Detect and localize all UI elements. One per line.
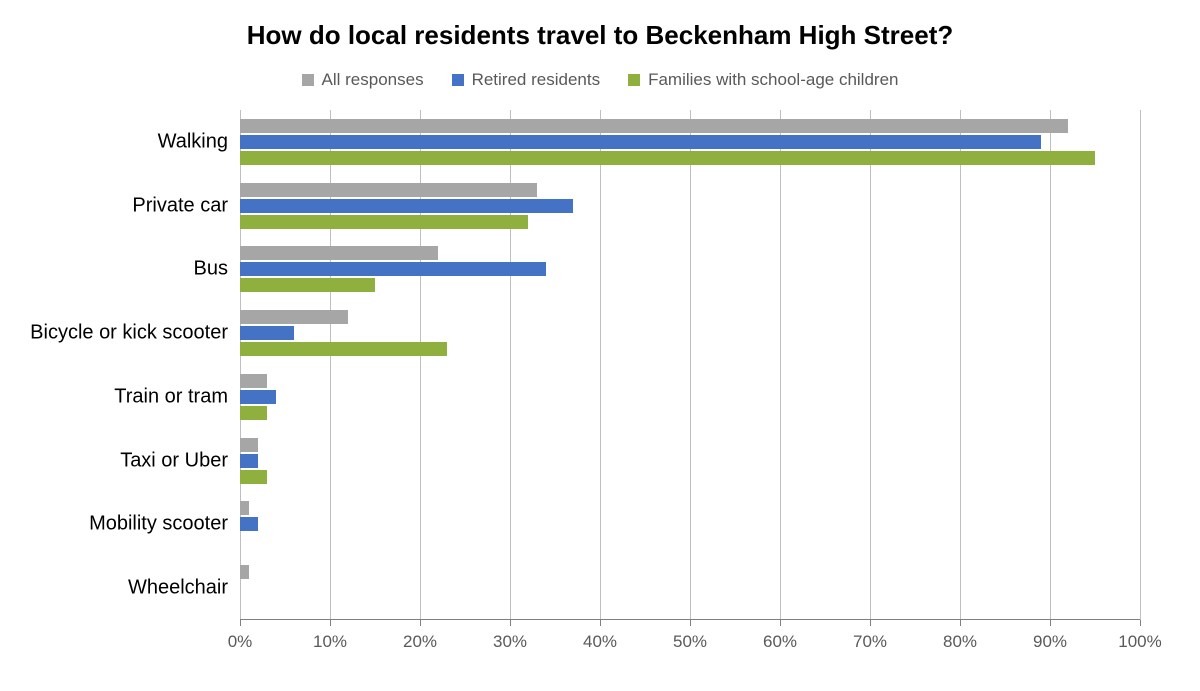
x-axis-label: 0%: [228, 632, 253, 652]
category-label: Wheelchair: [0, 577, 228, 600]
x-axis-label: 60%: [763, 632, 797, 652]
x-tick: [510, 620, 511, 626]
x-axis-label: 50%: [673, 632, 707, 652]
category-label: Bus: [0, 258, 228, 281]
bar: [240, 406, 267, 420]
bar: [240, 470, 267, 484]
legend-swatch: [452, 74, 464, 86]
bar: [240, 454, 258, 468]
x-axis-label: 20%: [403, 632, 437, 652]
bar: [240, 374, 267, 388]
bar: [240, 151, 1095, 165]
bar: [240, 310, 348, 324]
bar: [240, 326, 294, 340]
bar: [240, 246, 438, 260]
x-tick: [330, 620, 331, 626]
category-label: Train or tram: [0, 385, 228, 408]
plot-area: 0%10%20%30%40%50%60%70%80%90%100%: [240, 110, 1140, 620]
x-axis-label: 90%: [1033, 632, 1067, 652]
chart-title: How do local residents travel to Beckenh…: [0, 20, 1200, 51]
bar: [240, 215, 528, 229]
x-axis-label: 40%: [583, 632, 617, 652]
category-label: Walking: [0, 130, 228, 153]
legend-label: Retired residents: [472, 70, 601, 90]
bar: [240, 262, 546, 276]
x-axis-line: [240, 619, 1140, 620]
x-tick: [1050, 620, 1051, 626]
x-tick: [690, 620, 691, 626]
x-tick: [780, 620, 781, 626]
bar: [240, 565, 249, 579]
bar: [240, 278, 375, 292]
x-axis-label: 10%: [313, 632, 347, 652]
x-tick: [1140, 620, 1141, 626]
category-label: Bicycle or kick scooter: [0, 322, 228, 345]
gridline: [870, 110, 871, 620]
gridline: [1140, 110, 1141, 620]
category-label: Mobility scooter: [0, 513, 228, 536]
chart-legend: All responses Retired residents Families w…: [0, 70, 1200, 91]
bar: [240, 517, 258, 531]
legend-swatch: [628, 74, 640, 86]
bar: [240, 342, 447, 356]
bar: [240, 501, 249, 515]
x-tick: [960, 620, 961, 626]
x-axis-label: 30%: [493, 632, 527, 652]
gridline: [960, 110, 961, 620]
bar: [240, 119, 1068, 133]
bar: [240, 199, 573, 213]
legend-label: All responses: [322, 70, 424, 90]
legend-item: Retired residents: [452, 70, 601, 90]
gridline: [600, 110, 601, 620]
x-axis-label: 100%: [1118, 632, 1161, 652]
legend-item: All responses: [302, 70, 424, 90]
x-tick: [600, 620, 601, 626]
bar: [240, 438, 258, 452]
legend-item: Families with school-age children: [628, 70, 898, 90]
legend-label: Families with school-age children: [648, 70, 898, 90]
legend-swatch: [302, 74, 314, 86]
gridline: [690, 110, 691, 620]
x-tick: [420, 620, 421, 626]
x-axis-label: 70%: [853, 632, 887, 652]
bar: [240, 390, 276, 404]
gridline: [1050, 110, 1051, 620]
x-tick: [240, 620, 241, 626]
bar: [240, 183, 537, 197]
category-label: Taxi or Uber: [0, 449, 228, 472]
chart-container: How do local residents travel to Beckenh…: [0, 0, 1200, 691]
category-label: Private car: [0, 194, 228, 217]
x-tick: [870, 620, 871, 626]
gridline: [780, 110, 781, 620]
bar: [240, 135, 1041, 149]
x-axis-label: 80%: [943, 632, 977, 652]
